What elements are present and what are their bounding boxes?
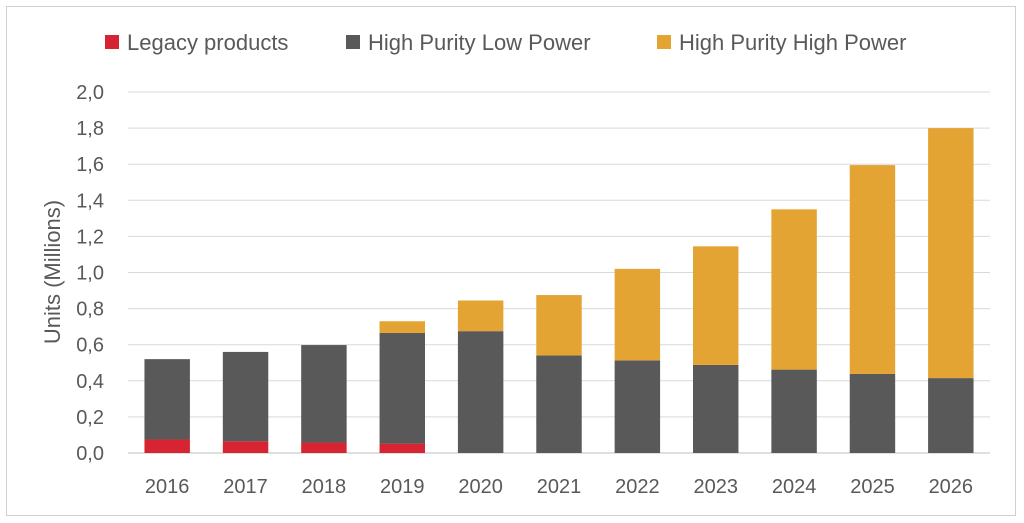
bar-segment bbox=[457, 300, 504, 332]
y-tick-label: 0,0 bbox=[76, 443, 104, 465]
legend-swatch bbox=[657, 35, 671, 49]
x-tick-label: 2022 bbox=[615, 476, 660, 498]
x-tick-label: 2021 bbox=[537, 476, 582, 498]
bar-segment bbox=[771, 369, 817, 453]
x-tick-label: 2017 bbox=[223, 476, 268, 498]
y-tick-label: 1,4 bbox=[76, 190, 104, 212]
x-axis-ticks: 2016 2017 2018 2019 2020 2021 2022 2023 2024 2025… bbox=[145, 476, 973, 498]
x-tick-label: 2025 bbox=[850, 476, 895, 498]
y-tick-label: 0,8 bbox=[76, 299, 104, 321]
bar-segment bbox=[849, 373, 896, 453]
legend: Legacy products High Purity Low Power High… bbox=[105, 30, 906, 55]
x-tick-label: 2020 bbox=[458, 476, 503, 498]
x-tick-label: 2026 bbox=[929, 476, 974, 498]
bar-segment bbox=[771, 209, 817, 370]
legend-swatch bbox=[105, 35, 119, 49]
bar-segment bbox=[693, 246, 739, 365]
legend-label: Legacy products bbox=[127, 30, 288, 55]
bar-segment bbox=[928, 378, 974, 453]
bar-segment bbox=[144, 439, 190, 453]
y-tick-label: 1,8 bbox=[76, 118, 104, 140]
y-tick-label: 2,0 bbox=[76, 82, 104, 104]
legend-label: High Purity High Power bbox=[679, 30, 906, 55]
bar-segment bbox=[614, 360, 661, 453]
bar-segment bbox=[693, 364, 739, 453]
bar-segment bbox=[614, 268, 661, 361]
y-axis-title: Units (Millions) bbox=[40, 200, 65, 344]
x-tick-label: 2016 bbox=[145, 476, 190, 498]
bar-segment bbox=[457, 331, 504, 453]
legend-swatch bbox=[346, 35, 360, 49]
y-tick-label: 0,6 bbox=[76, 335, 104, 357]
y-tick-label: 1,6 bbox=[76, 154, 104, 176]
gridlines bbox=[128, 91, 990, 454]
bar-segment bbox=[301, 345, 347, 443]
y-tick-label: 1,0 bbox=[76, 263, 104, 285]
bar-segment bbox=[301, 442, 347, 453]
bar-segment bbox=[536, 355, 582, 453]
bars bbox=[144, 128, 974, 453]
x-tick-label: 2018 bbox=[302, 476, 347, 498]
bar-segment bbox=[144, 359, 190, 440]
x-tick-label: 2023 bbox=[693, 476, 738, 498]
bar-segment bbox=[379, 443, 425, 453]
y-tick-label: 0,4 bbox=[76, 371, 104, 393]
bar-segment bbox=[849, 165, 896, 374]
chart-frame bbox=[6, 6, 1016, 516]
y-axis-ticks: 0,0 0,2 0,4 0,6 0,8 1,0 1,2 1,4 1,6 1,8 2,0 bbox=[76, 82, 104, 465]
y-tick-label: 1,2 bbox=[76, 226, 104, 248]
bar-segment bbox=[379, 332, 425, 444]
bar-segment bbox=[536, 295, 582, 356]
bar-segment bbox=[222, 441, 269, 453]
x-tick-label: 2024 bbox=[772, 476, 817, 498]
y-tick-label: 0,2 bbox=[76, 407, 104, 429]
legend-label: High Purity Low Power bbox=[368, 30, 591, 55]
bar-segment bbox=[222, 351, 269, 442]
bar-segment bbox=[379, 321, 425, 333]
bar-segment bbox=[928, 128, 974, 379]
x-tick-label: 2019 bbox=[380, 476, 425, 498]
